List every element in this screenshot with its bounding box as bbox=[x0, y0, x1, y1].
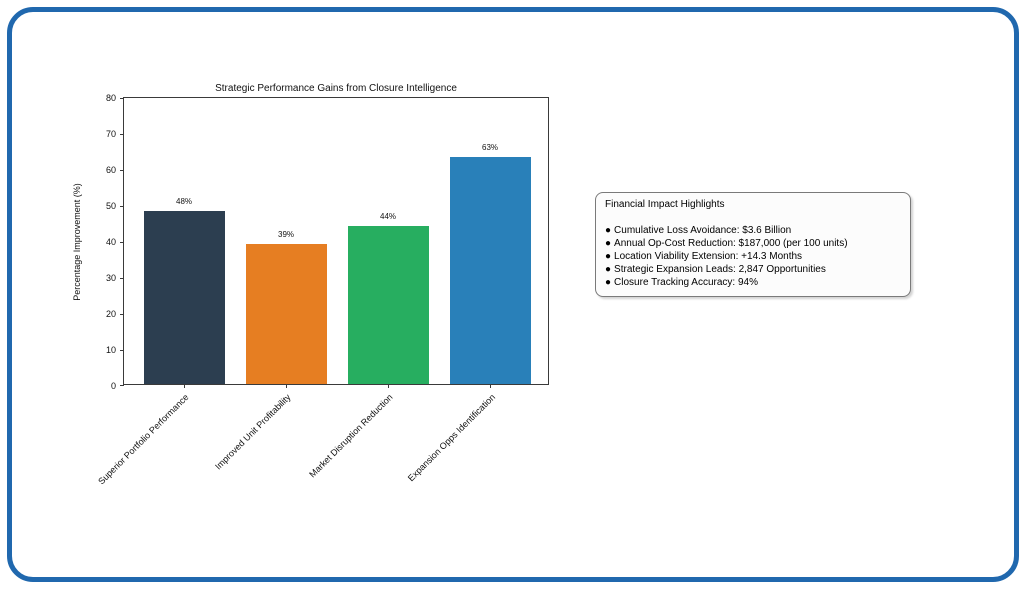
highlight-item: ● Closure Tracking Accuracy: 94% bbox=[605, 276, 901, 289]
highlight-item-text: Closure Tracking Accuracy: 94% bbox=[614, 277, 758, 288]
bar-4 bbox=[449, 157, 531, 384]
highlight-item: ● Location Viability Extension: +14.3 Mon… bbox=[605, 250, 901, 263]
bullet-icon: ● bbox=[605, 277, 612, 288]
y-tick-label: 0 bbox=[110, 381, 116, 391]
x-tick-label: Market Disruption Reduction bbox=[307, 392, 396, 480]
y-tick-label: 30 bbox=[105, 273, 116, 283]
bullet-icon: ● bbox=[605, 264, 612, 275]
y-tick-mark bbox=[120, 350, 124, 351]
bar-value-label: 39% bbox=[277, 229, 295, 239]
y-tick-mark bbox=[120, 170, 124, 171]
y-tick-label: 40 bbox=[105, 237, 116, 247]
y-tick-mark bbox=[120, 314, 124, 315]
highlight-item-text: Cumulative Loss Avoidance: $3.6 Billion bbox=[614, 225, 792, 236]
y-tick-mark bbox=[120, 206, 124, 207]
highlights-list: ● Cumulative Loss Avoidance: $3.6 Billion… bbox=[605, 224, 901, 289]
highlight-item-text: Location Viability Extension: +14.3 Mont… bbox=[614, 251, 803, 262]
y-tick-mark bbox=[120, 242, 124, 243]
bullet-icon: ● bbox=[605, 251, 612, 262]
bar-1 bbox=[143, 211, 225, 384]
x-tick-mark bbox=[184, 384, 185, 388]
highlight-item-text: Annual Op-Cost Reduction: $187,000 (per … bbox=[614, 238, 848, 249]
y-tick-mark bbox=[120, 385, 124, 386]
bar-value-label: 63% bbox=[481, 143, 499, 153]
plot-area: Strategic Performance Gains from Closure… bbox=[72, 83, 549, 486]
x-tick-mark bbox=[490, 384, 491, 388]
bullet-icon: ● bbox=[605, 238, 612, 249]
highlights-title: Financial Impact Highlights bbox=[605, 199, 725, 210]
y-tick-label: 50 bbox=[105, 201, 116, 211]
bar-value-label: 44% bbox=[379, 211, 397, 221]
chart-title: Strategic Performance Gains from Closure… bbox=[215, 83, 457, 94]
y-tick-label: 10 bbox=[105, 345, 116, 355]
bar-value-label: 48% bbox=[175, 197, 193, 207]
y-tick-mark bbox=[120, 278, 124, 279]
x-tick-mark bbox=[286, 384, 287, 388]
y-tick-label: 80 bbox=[105, 93, 116, 103]
x-tick-label: Expansion Opps Identification bbox=[405, 392, 498, 484]
y-tick-mark bbox=[120, 134, 124, 135]
bullet-icon: ● bbox=[605, 225, 612, 236]
highlights-box: Financial Impact Highlights ● Cumulative … bbox=[595, 192, 911, 297]
y-axis-label: Percentage Improvement (%) bbox=[72, 183, 82, 301]
x-tick-mark bbox=[388, 384, 389, 388]
highlight-item: ● Annual Op-Cost Reduction: $187,000 (per… bbox=[605, 237, 901, 250]
highlight-item: ● Cumulative Loss Avoidance: $3.6 Billion bbox=[605, 224, 901, 237]
y-tick-label: 60 bbox=[105, 165, 116, 175]
y-tick-label: 20 bbox=[105, 309, 116, 319]
bar-3 bbox=[347, 225, 429, 384]
y-tick-mark bbox=[120, 98, 124, 99]
y-tick-label: 70 bbox=[105, 129, 116, 139]
x-tick-label: Superior Portfolio Performance bbox=[96, 392, 192, 487]
x-tick-label: Improved Unit Profitability bbox=[213, 392, 294, 472]
highlight-item: ● Strategic Expansion Leads: 2,847 Opport… bbox=[605, 263, 901, 276]
highlight-item-text: Strategic Expansion Leads: 2,847 Opportu… bbox=[614, 264, 826, 275]
bar-2 bbox=[245, 243, 327, 384]
